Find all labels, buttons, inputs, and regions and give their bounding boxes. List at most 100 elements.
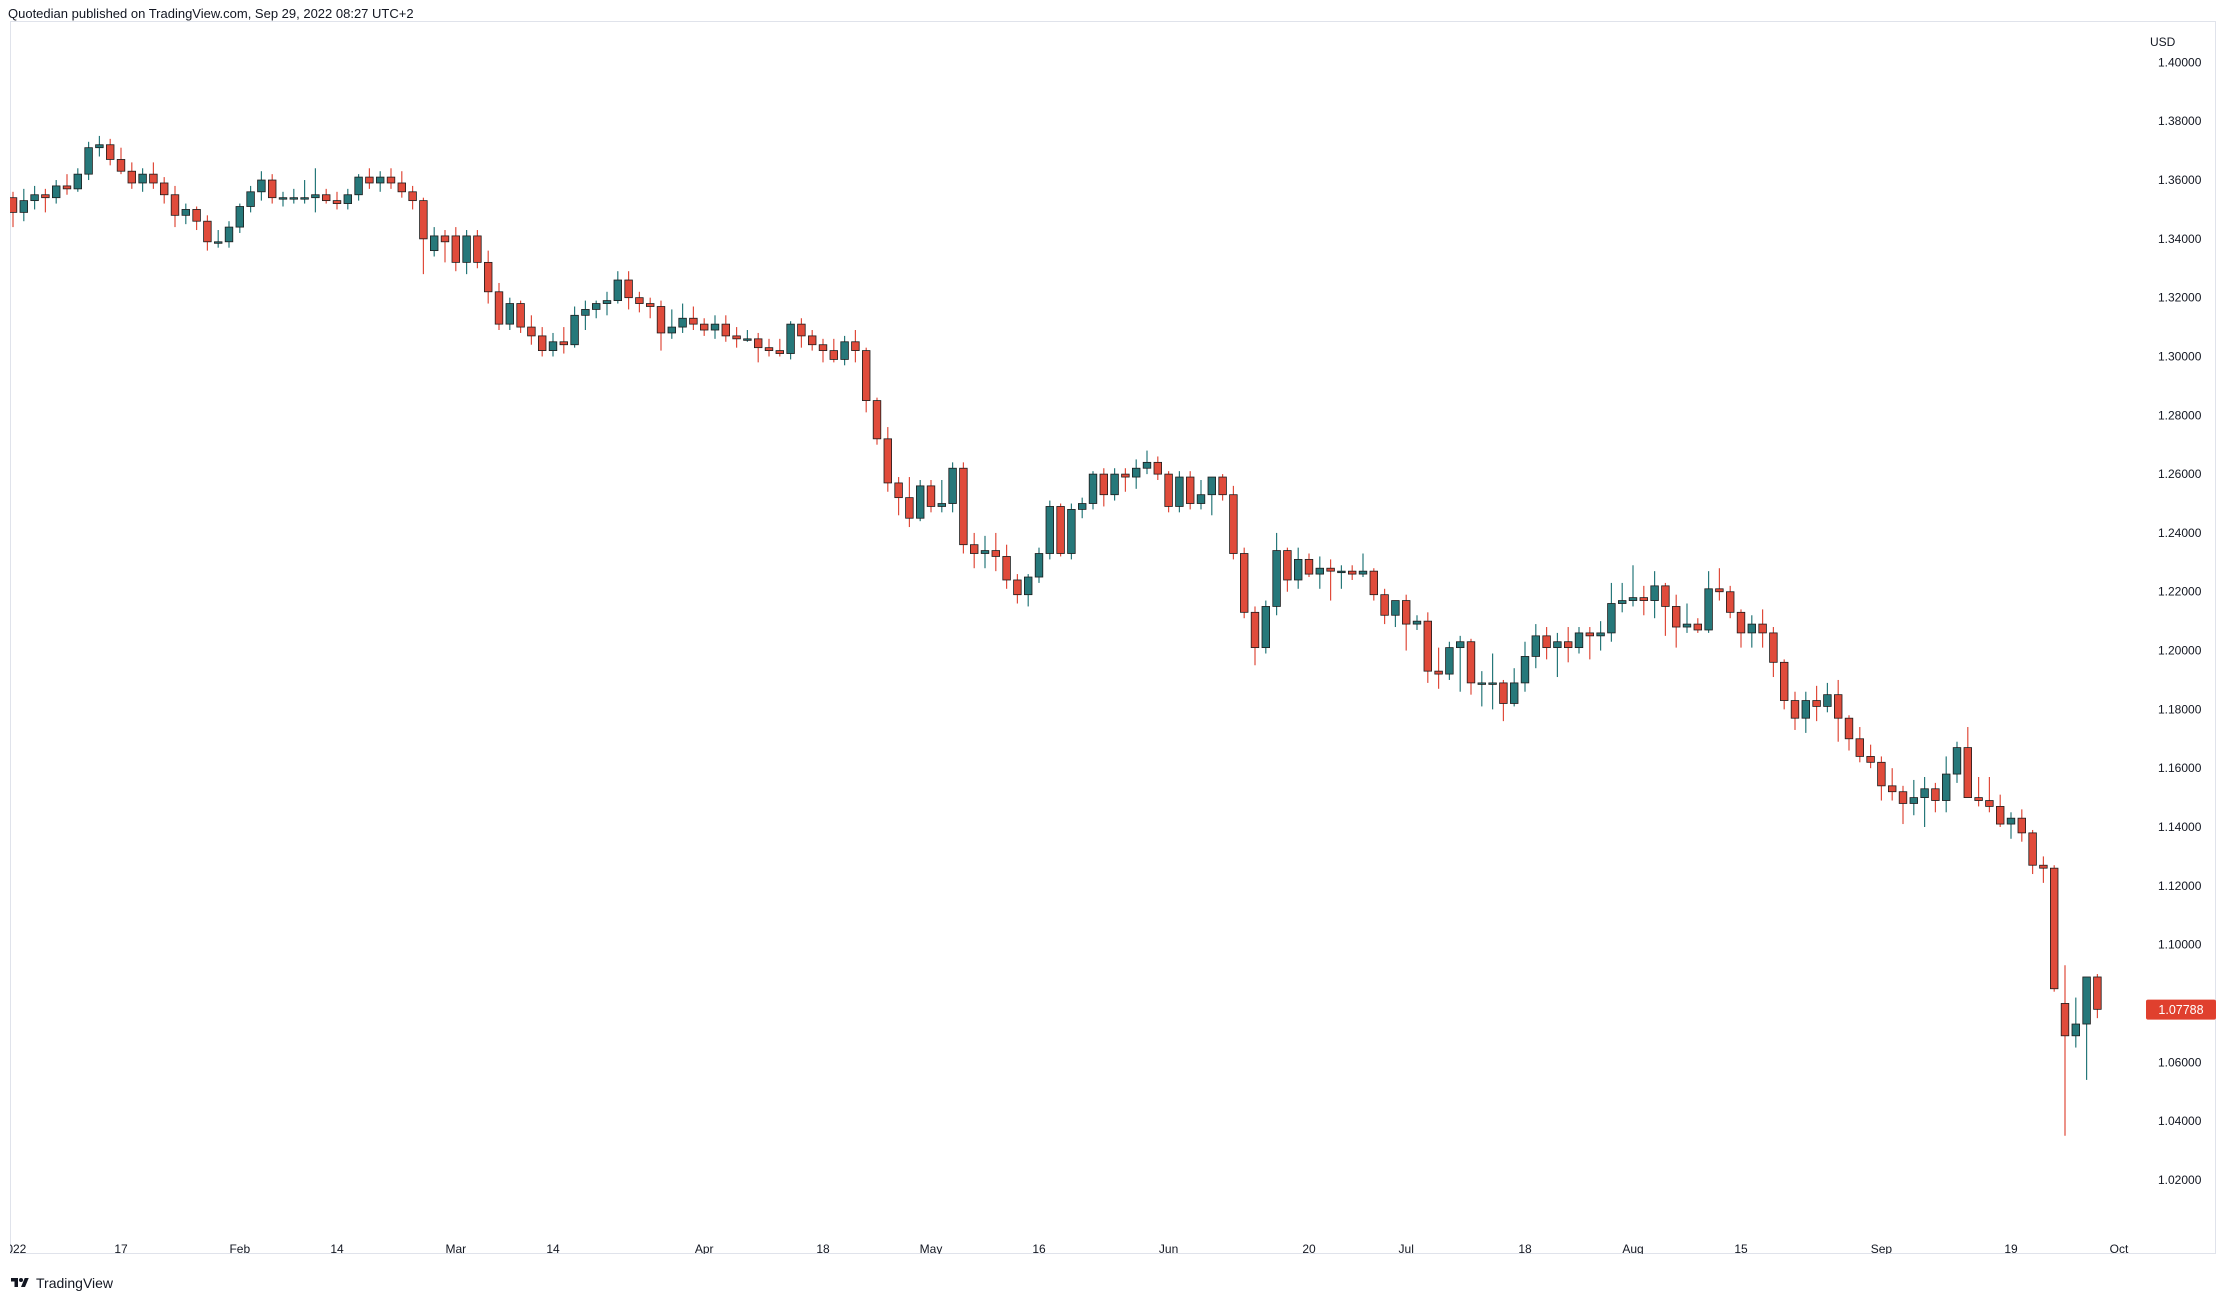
candle bbox=[1920, 777, 1929, 827]
candle-body bbox=[905, 497, 914, 519]
candle bbox=[1574, 627, 1584, 654]
price-tick-label: 1.38000 bbox=[2158, 114, 2202, 128]
candle-body bbox=[937, 503, 946, 507]
last-price-badge bbox=[2146, 999, 2216, 1020]
candle-body bbox=[1153, 461, 1162, 475]
candle-body bbox=[473, 235, 482, 263]
price-tick-label: 1.20000 bbox=[2158, 644, 2202, 658]
candle-body bbox=[2082, 976, 2091, 1025]
candle-body bbox=[970, 544, 979, 554]
candle-body bbox=[278, 197, 288, 200]
candle bbox=[267, 174, 277, 204]
candle bbox=[1164, 471, 1173, 513]
candle bbox=[1423, 612, 1432, 683]
candle-body bbox=[948, 467, 957, 504]
time-tick-label: 2022 bbox=[10, 1242, 27, 1254]
candle bbox=[1661, 582, 1670, 636]
candle-body bbox=[1693, 623, 1702, 631]
candle-body bbox=[149, 173, 158, 184]
candle bbox=[127, 162, 136, 189]
candle bbox=[2071, 997, 2080, 1048]
time-tick-label: Aug bbox=[1622, 1242, 1643, 1254]
candle-body bbox=[1045, 506, 1054, 554]
candle-body bbox=[1142, 461, 1152, 469]
candle-body bbox=[1736, 611, 1746, 634]
candle-body bbox=[1272, 550, 1281, 607]
candle bbox=[1790, 691, 1800, 730]
candlestick-chart[interactable]: 1.40000 1.38000 1.36000 1.34000 1.32000 1.300… bbox=[10, 21, 2216, 1254]
time-tick-label: 20 bbox=[1302, 1242, 1316, 1254]
candle bbox=[30, 185, 39, 210]
candle-body bbox=[581, 309, 590, 316]
candle bbox=[278, 191, 288, 207]
candle-body bbox=[84, 147, 93, 175]
candle-body bbox=[1186, 476, 1195, 504]
candle bbox=[1693, 618, 1702, 633]
candle-body bbox=[559, 341, 568, 346]
candle-body bbox=[2060, 1003, 2070, 1037]
candle-body bbox=[1261, 606, 1270, 649]
candle-body bbox=[775, 350, 784, 354]
candle bbox=[764, 338, 774, 357]
price-tick-label: 1.24000 bbox=[2158, 526, 2202, 540]
candle bbox=[851, 330, 860, 363]
candle bbox=[2006, 812, 2016, 839]
candle bbox=[1812, 685, 1821, 722]
candle bbox=[1618, 582, 1627, 613]
candle bbox=[1088, 471, 1098, 510]
candle bbox=[980, 535, 990, 569]
candle bbox=[1823, 682, 1832, 713]
time-axis[interactable]: 2022 17 Feb 14 Mar 14 Apr 18 May 16 Jun 20 Jul 18 Aug 1… bbox=[10, 1242, 2129, 1254]
candle bbox=[2017, 809, 2026, 842]
candle-body bbox=[2006, 817, 2016, 825]
candle bbox=[1240, 547, 1249, 619]
price-axis[interactable]: 1.40000 1.38000 1.36000 1.34000 1.32000 1.300… bbox=[2158, 55, 2202, 1186]
candle bbox=[2093, 974, 2102, 1019]
candle bbox=[343, 188, 352, 210]
candle-body bbox=[1628, 597, 1638, 601]
candle-body bbox=[106, 144, 115, 160]
currency-label: USD bbox=[2150, 35, 2176, 49]
candle-body bbox=[592, 303, 601, 310]
candle-body bbox=[1380, 594, 1389, 616]
candle-body bbox=[1034, 553, 1044, 578]
candle-body bbox=[30, 194, 39, 202]
candle-body bbox=[10, 197, 18, 213]
candle bbox=[1531, 624, 1540, 669]
candle bbox=[1974, 777, 1983, 807]
candle bbox=[1477, 671, 1486, 707]
candle-body bbox=[1553, 641, 1562, 649]
candle-body bbox=[2028, 832, 2037, 866]
tradingview-logo-icon[interactable] bbox=[10, 1276, 30, 1290]
candle-body bbox=[1855, 738, 1864, 757]
last-price-text: 1.07788 bbox=[2158, 1003, 2203, 1017]
candle-body bbox=[386, 176, 396, 184]
candle-body bbox=[1132, 467, 1141, 478]
candle bbox=[408, 185, 417, 210]
candle bbox=[1510, 668, 1519, 707]
candle bbox=[1909, 779, 1918, 816]
candle-body bbox=[235, 206, 244, 228]
candle bbox=[1650, 571, 1659, 619]
candle-body bbox=[829, 350, 838, 360]
candle-body bbox=[1909, 797, 1918, 804]
candle-body bbox=[1963, 747, 1972, 798]
candle-body bbox=[1607, 603, 1616, 634]
candle bbox=[19, 188, 28, 222]
time-tick-label: Feb bbox=[229, 1242, 250, 1254]
candle-body bbox=[1790, 700, 1800, 719]
candle bbox=[1056, 503, 1065, 557]
candle-body bbox=[926, 485, 936, 507]
footer-brand[interactable]: TradingView bbox=[36, 1275, 114, 1291]
candle bbox=[1283, 547, 1292, 592]
candle-body bbox=[343, 194, 352, 204]
candle-body bbox=[375, 176, 385, 184]
candle-body bbox=[624, 279, 633, 299]
candle bbox=[1024, 574, 1033, 607]
candle-body bbox=[1639, 597, 1648, 601]
time-tick-label: Apr bbox=[695, 1242, 714, 1254]
candle bbox=[872, 397, 882, 445]
candle bbox=[602, 291, 612, 316]
candle bbox=[170, 185, 180, 228]
candle-body bbox=[2039, 864, 2048, 869]
